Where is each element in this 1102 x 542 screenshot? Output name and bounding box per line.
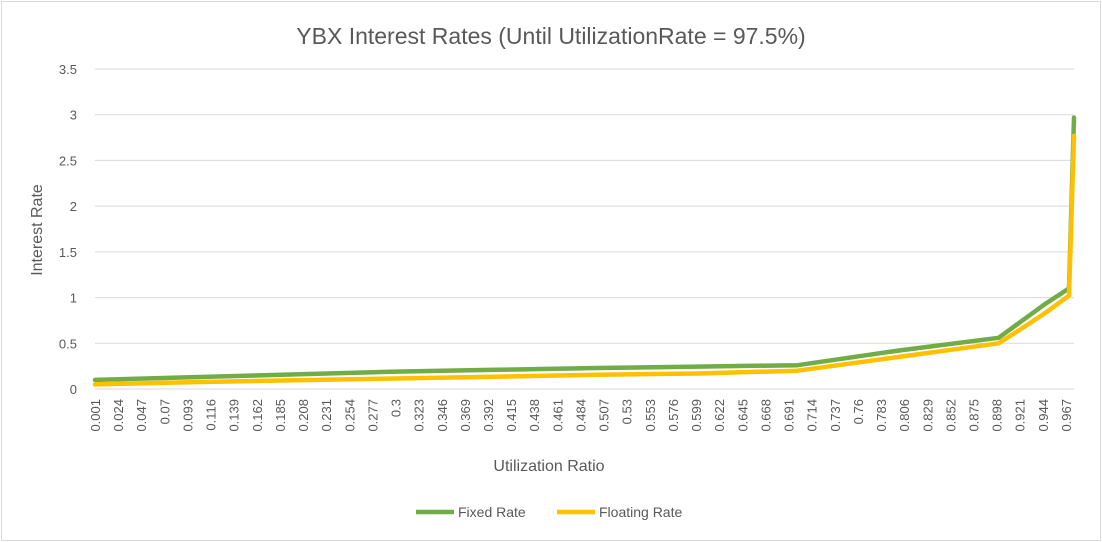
y-tick-label: 3	[70, 108, 77, 123]
legend-label: Fixed Rate	[458, 504, 526, 520]
y-tick-label: 0.5	[59, 336, 77, 351]
x-tick-label: 0.76	[851, 399, 866, 424]
x-tick-label: 0.829	[920, 399, 935, 432]
x-axis-title: Utilization Ratio	[493, 458, 604, 475]
x-tick-label: 0.369	[458, 399, 473, 432]
x-tick-label: 0.507	[597, 399, 612, 432]
x-tick-label: 0.116	[204, 399, 219, 431]
x-tick-label: 0.461	[550, 399, 565, 432]
x-tick-label: 0.921	[1013, 399, 1028, 432]
x-tick-label: 0.415	[504, 399, 519, 432]
x-tick-label: 0.047	[134, 399, 149, 432]
x-tick-label: 0.024	[111, 399, 126, 432]
series-lines	[92, 115, 1077, 387]
x-tick-label: 0.484	[573, 399, 588, 432]
series-line-fixed-rate	[92, 115, 1077, 383]
x-tick-label: 0.783	[874, 399, 889, 432]
x-tick-label: 0.208	[296, 399, 311, 432]
x-tick-label: 0.53	[620, 399, 635, 424]
x-tick-label: 0.737	[828, 399, 843, 432]
y-tick-label: 2.5	[59, 153, 77, 168]
x-tick-label: 0.346	[435, 399, 450, 432]
x-tick-label: 0.438	[527, 399, 542, 432]
x-tick-label: 0.553	[643, 399, 658, 432]
x-tick-label: 0.898	[990, 399, 1005, 432]
x-tick-label: 0.576	[666, 399, 681, 432]
y-axis-title: Interest Rate	[29, 184, 46, 276]
x-tick-label: 0.185	[273, 399, 288, 432]
series-line-floating-rate	[92, 133, 1077, 387]
x-tick-label: 0.944	[1036, 399, 1051, 432]
y-axis-ticks: 0 0.5 1 1.5 2 2.5 3 3.5	[59, 62, 77, 397]
x-axis-ticks: 0.001 0.024 0.047 0.07 0.093 0.116 0.139 0.162 0…	[88, 399, 1074, 432]
x-tick-label: 0.599	[689, 399, 704, 432]
x-tick-label: 0.231	[319, 399, 334, 432]
x-tick-label: 0.254	[342, 399, 357, 432]
x-tick-label: 0.323	[412, 399, 427, 432]
x-tick-label: 0.668	[758, 399, 773, 432]
x-tick-label: 0.714	[805, 399, 820, 432]
y-tick-label: 2	[70, 199, 77, 214]
x-tick-label: 0.093	[180, 399, 195, 432]
legend: Fixed Rate Floating Rate	[416, 504, 682, 520]
x-tick-label: 0.162	[250, 399, 265, 432]
x-tick-label: 0.392	[481, 399, 496, 432]
x-tick-label: 0.645	[735, 399, 750, 432]
x-tick-label: 0.277	[365, 399, 380, 432]
y-tick-label: 0	[70, 382, 77, 397]
x-tick-label: 0.3	[389, 399, 404, 417]
x-tick-label: 0.852	[943, 399, 958, 432]
y-tick-label: 3.5	[59, 62, 77, 77]
y-tick-label: 1.5	[59, 245, 77, 260]
x-tick-label: 0.139	[227, 399, 242, 432]
x-tick-label: 0.967	[1059, 399, 1074, 432]
x-tick-label: 0.806	[897, 399, 912, 432]
x-tick-label: 0.622	[712, 399, 727, 432]
x-tick-label: 0.875	[966, 399, 981, 432]
y-tick-label: 1	[70, 291, 77, 306]
x-tick-label: 0.001	[88, 399, 103, 432]
x-tick-label: 0.07	[157, 399, 172, 424]
grid	[95, 68, 1074, 344]
x-tick-label: 0.691	[782, 399, 797, 432]
legend-label: Floating Rate	[599, 504, 682, 520]
chart-title: YBX Interest Rates (Until UtilizationRat…	[296, 23, 805, 49]
